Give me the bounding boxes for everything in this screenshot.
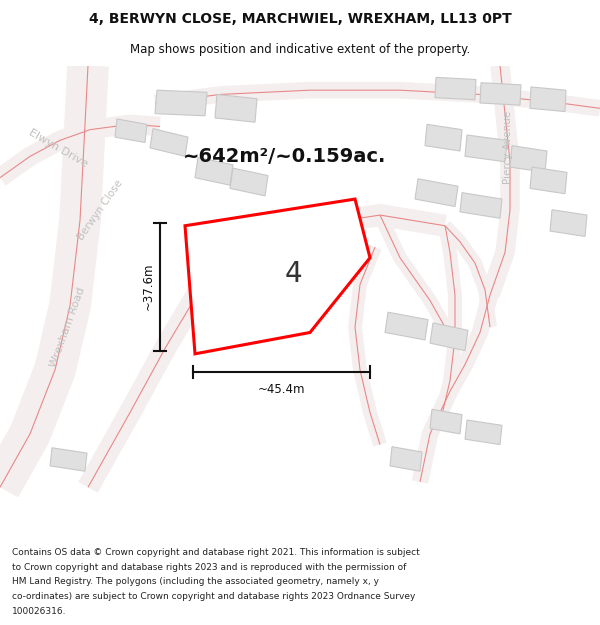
Polygon shape: [480, 82, 521, 105]
Text: 4, BERWYN CLOSE, MARCHWIEL, WREXHAM, LL13 0PT: 4, BERWYN CLOSE, MARCHWIEL, WREXHAM, LL1…: [89, 12, 511, 26]
Polygon shape: [530, 87, 566, 111]
Polygon shape: [425, 124, 462, 151]
Polygon shape: [390, 447, 422, 471]
Text: to Crown copyright and database rights 2023 and is reproduced with the permissio: to Crown copyright and database rights 2…: [12, 562, 406, 571]
Text: ~45.4m: ~45.4m: [258, 382, 305, 396]
Polygon shape: [435, 78, 476, 100]
Polygon shape: [195, 158, 233, 185]
Polygon shape: [430, 323, 468, 351]
Text: HM Land Registry. The polygons (including the associated geometry, namely x, y: HM Land Registry. The polygons (includin…: [12, 578, 379, 586]
Polygon shape: [215, 94, 257, 122]
Text: Wrexham Road: Wrexham Road: [49, 286, 87, 369]
Polygon shape: [465, 135, 507, 162]
Polygon shape: [510, 146, 547, 172]
Polygon shape: [265, 236, 307, 261]
Text: 100026316.: 100026316.: [12, 607, 67, 616]
Text: Berwyn Close: Berwyn Close: [239, 306, 311, 328]
Text: Map shows position and indicative extent of the property.: Map shows position and indicative extent…: [130, 44, 470, 56]
Text: ~642m²/~0.159ac.: ~642m²/~0.159ac.: [184, 147, 386, 166]
Text: Elwyn Drive: Elwyn Drive: [27, 127, 89, 169]
Polygon shape: [530, 167, 567, 194]
Text: Contains OS data © Crown copyright and database right 2021. This information is : Contains OS data © Crown copyright and d…: [12, 548, 420, 557]
Polygon shape: [550, 210, 587, 236]
Polygon shape: [115, 119, 147, 142]
Polygon shape: [415, 179, 458, 206]
Text: ~37.6m: ~37.6m: [142, 263, 155, 311]
Text: Berwyn Close: Berwyn Close: [76, 177, 124, 242]
Text: co-ordinates) are subject to Crown copyright and database rights 2023 Ordnance S: co-ordinates) are subject to Crown copyr…: [12, 592, 415, 601]
Polygon shape: [230, 168, 268, 196]
Polygon shape: [185, 199, 370, 354]
Polygon shape: [460, 192, 502, 218]
Text: Piercy Avenue: Piercy Avenue: [503, 111, 513, 184]
Polygon shape: [150, 129, 188, 156]
Polygon shape: [385, 312, 428, 340]
Text: 4: 4: [284, 260, 302, 288]
Polygon shape: [430, 409, 462, 434]
Polygon shape: [155, 90, 207, 116]
Polygon shape: [220, 221, 263, 249]
Polygon shape: [50, 448, 87, 471]
Polygon shape: [465, 420, 502, 444]
